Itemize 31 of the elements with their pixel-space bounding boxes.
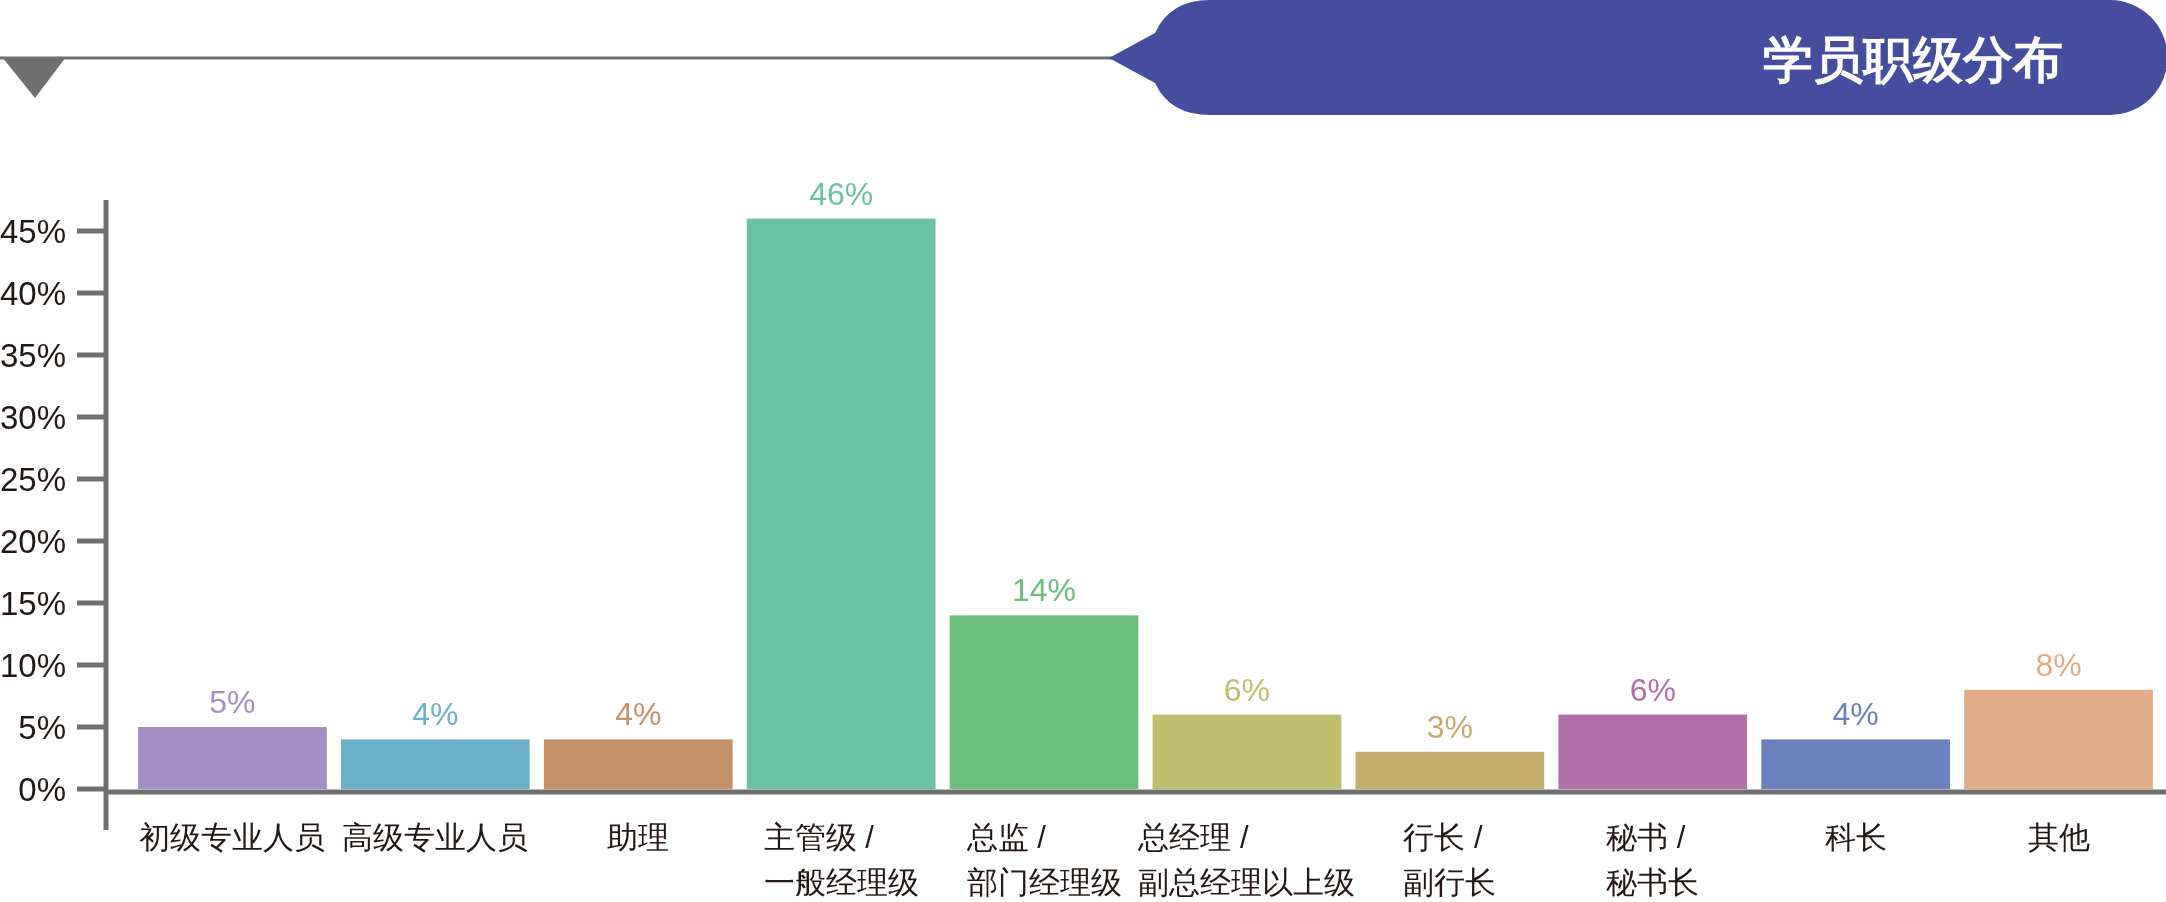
y-tick-label: 35% <box>0 336 66 374</box>
y-tick-label: 0% <box>18 770 66 808</box>
y-tick-label: 20% <box>0 522 66 560</box>
y-tick-label: 45% <box>0 212 66 250</box>
data-label: 3% <box>1426 708 1473 745</box>
chart-title: 学员职级分布 <box>1763 32 2063 88</box>
x-tick-label: 总经理 / 副总经理以上级 <box>1138 819 1356 902</box>
data-label: 6% <box>1629 671 1676 708</box>
data-label: 5% <box>209 684 256 720</box>
data-label: 14% <box>1012 572 1077 609</box>
x-tick-label: 行长 / 副行长 <box>1403 819 1497 902</box>
x-tick-label: 总监 / 部门经理级 <box>966 819 1122 902</box>
x-tick-label: 主管级 / 一般经理级 <box>763 819 919 902</box>
x-tick-label: 高级专业人员 <box>342 819 529 857</box>
data-label: 8% <box>2035 646 2082 683</box>
y-tick-label: 10% <box>0 646 66 684</box>
x-tick-label: 秘书 / 秘书长 <box>1606 819 1700 902</box>
y-tick-label: 30% <box>0 398 66 436</box>
x-tick-label: 初级专业人员 <box>139 819 326 857</box>
data-label: 4% <box>412 696 459 733</box>
data-label: 46% <box>809 175 874 212</box>
y-tick-label: 5% <box>18 708 66 746</box>
data-label: 4% <box>1832 696 1879 733</box>
y-tick-label: 40% <box>0 274 66 312</box>
y-tick-label: 25% <box>0 460 66 498</box>
data-label: 4% <box>615 696 662 733</box>
y-tick-label: 15% <box>0 584 66 622</box>
data-label: 6% <box>1223 671 1271 708</box>
x-tick-label: 助理 <box>607 819 670 857</box>
x-tick-label: 其他 <box>2027 819 2090 857</box>
x-tick-label: 科长 <box>1824 819 1887 857</box>
